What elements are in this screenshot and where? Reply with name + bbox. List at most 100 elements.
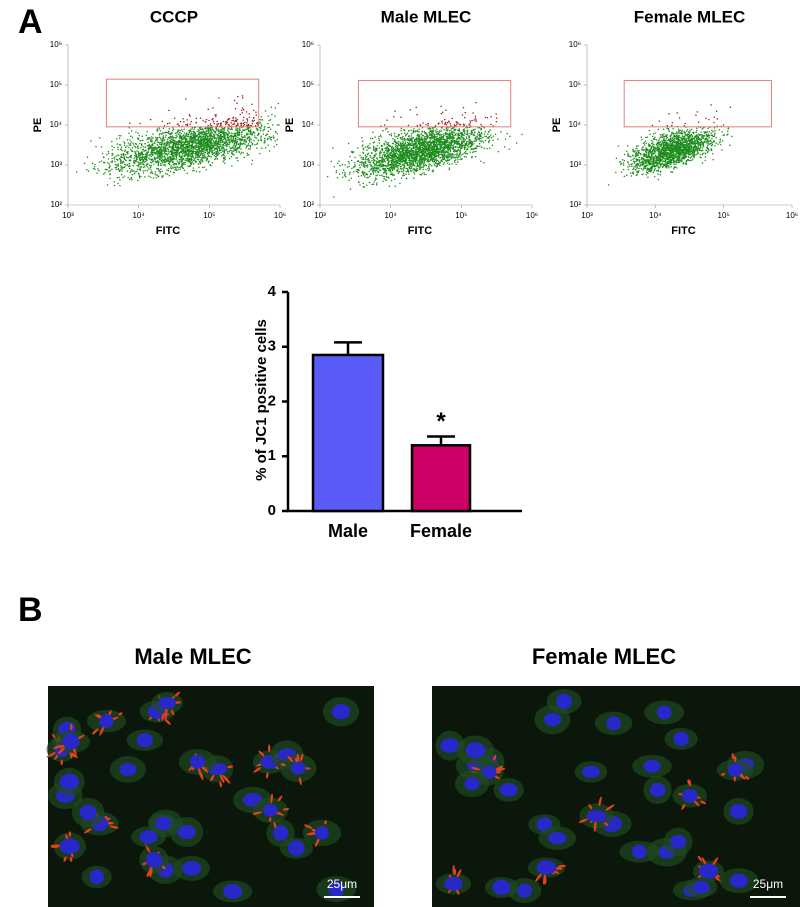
event-dot — [404, 132, 406, 134]
event-dot — [423, 162, 425, 164]
event-dot — [276, 132, 279, 135]
event-dot — [128, 159, 130, 162]
event-dot — [175, 149, 178, 151]
event-dot — [104, 171, 106, 174]
event-dot — [408, 156, 411, 159]
event-dot — [151, 148, 153, 151]
event-dot — [145, 134, 148, 137]
event-dot — [160, 143, 163, 146]
event-dot — [94, 168, 96, 170]
event-dot — [366, 184, 368, 187]
event-dot — [460, 135, 463, 138]
event-dot — [344, 173, 346, 175]
event-dot — [403, 156, 405, 159]
event-dot — [166, 141, 169, 144]
event-dot — [100, 160, 103, 162]
event-dot — [177, 145, 179, 148]
event-dot — [261, 119, 264, 121]
event-dot — [149, 140, 152, 142]
event-dot — [167, 132, 170, 135]
event-dot — [237, 138, 239, 141]
event-dot — [393, 151, 395, 153]
event-dot — [169, 170, 172, 173]
event-dot — [138, 175, 141, 177]
event-dot — [113, 157, 116, 160]
event-dot — [237, 123, 239, 125]
gate — [105, 78, 260, 128]
event-dot — [372, 161, 375, 163]
event-dot — [401, 142, 404, 145]
event-dots — [326, 101, 523, 198]
event-dot — [179, 120, 182, 123]
event-dot — [360, 156, 362, 159]
event-dot — [408, 173, 410, 175]
event-dot — [136, 146, 139, 148]
event-dot — [225, 149, 228, 151]
event-dot — [374, 150, 377, 152]
event-dot — [159, 168, 162, 170]
event-dot — [459, 147, 462, 150]
event-dot — [222, 157, 225, 159]
event-dot — [488, 141, 490, 144]
event-dot — [198, 154, 200, 156]
event-dot — [232, 123, 234, 126]
event-dot — [406, 132, 409, 135]
event-dot — [182, 158, 185, 161]
event-dot — [245, 134, 248, 136]
event-dot — [401, 164, 404, 166]
event-dot — [108, 163, 110, 165]
event-dot — [107, 162, 109, 164]
event-dot — [441, 135, 444, 138]
event-dot — [164, 149, 167, 151]
event-dot — [150, 155, 152, 158]
event-dot — [437, 123, 440, 125]
event-dot — [352, 166, 355, 168]
event-dot — [474, 156, 477, 158]
event-dot — [191, 155, 193, 158]
event-dot — [506, 132, 509, 135]
event-dot — [386, 127, 388, 130]
event-dot — [446, 137, 448, 140]
event-dot — [420, 154, 423, 156]
event-dot — [373, 154, 376, 157]
event-dot — [160, 139, 162, 141]
event-dot — [472, 112, 474, 114]
event-dot — [180, 139, 183, 142]
event-dot — [153, 142, 156, 145]
event-dot — [413, 130, 415, 133]
event-dot — [228, 118, 231, 120]
event-dot — [242, 129, 244, 132]
event-dot — [408, 142, 411, 145]
event-dot — [194, 156, 197, 158]
event-dot — [196, 130, 198, 133]
event-dot — [350, 177, 352, 180]
event-dot — [236, 157, 239, 159]
event-dot — [366, 166, 369, 168]
event-dot — [344, 171, 346, 174]
event-dot — [475, 120, 477, 123]
event-dot — [485, 135, 488, 137]
event-dot — [205, 130, 207, 132]
event-dot — [164, 136, 167, 138]
event-dot — [387, 151, 390, 153]
event-dot — [425, 123, 427, 126]
event-dot — [199, 144, 202, 146]
event-dot — [393, 115, 395, 118]
event-dot — [183, 141, 186, 144]
event-dot — [447, 155, 449, 158]
event-dot — [190, 147, 192, 150]
event-dot — [375, 171, 377, 173]
event-dot — [497, 138, 499, 140]
event-dot — [182, 148, 185, 151]
event-dot — [155, 152, 157, 155]
event-dot — [484, 130, 487, 133]
event-dot — [227, 134, 229, 136]
event-dot — [372, 173, 375, 175]
event-dot — [454, 159, 456, 162]
event-dot — [235, 124, 238, 127]
event-dot — [456, 121, 458, 124]
event-dot — [129, 159, 132, 161]
event-dot — [442, 163, 445, 166]
event-dot — [426, 148, 428, 150]
